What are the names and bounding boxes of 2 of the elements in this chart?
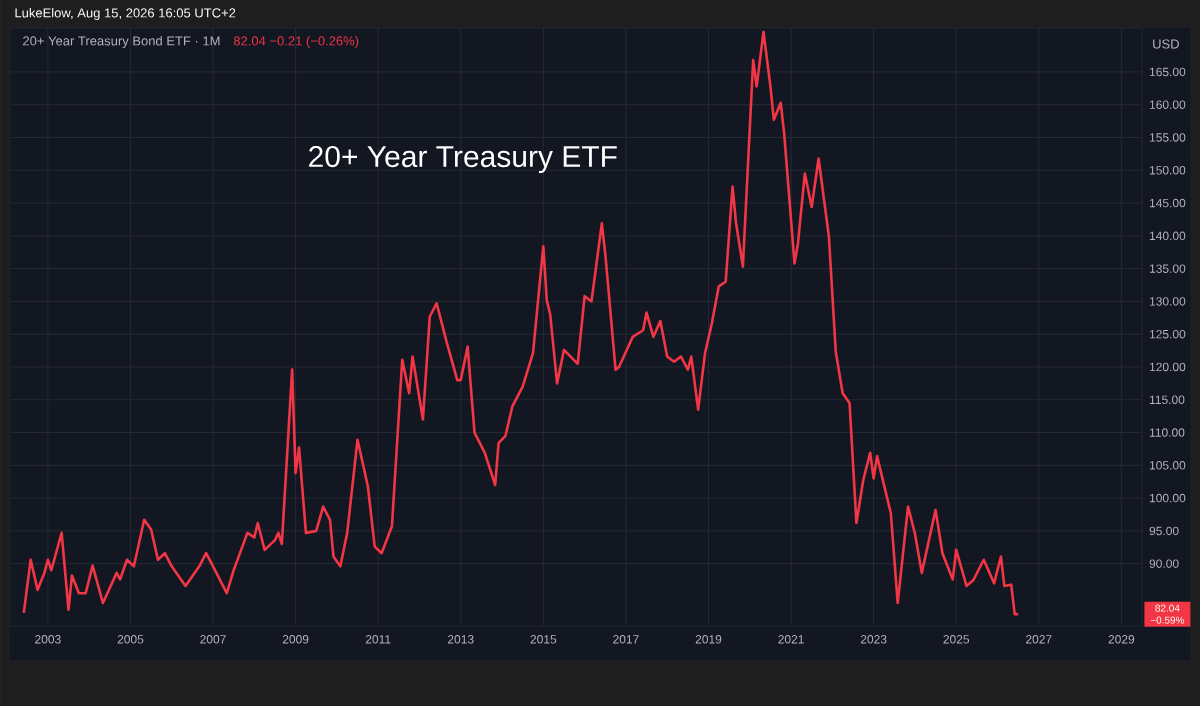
text: 20+ Year Treasury ETF: [309, 145, 617, 174]
line-series: [22, 30, 1020, 616]
